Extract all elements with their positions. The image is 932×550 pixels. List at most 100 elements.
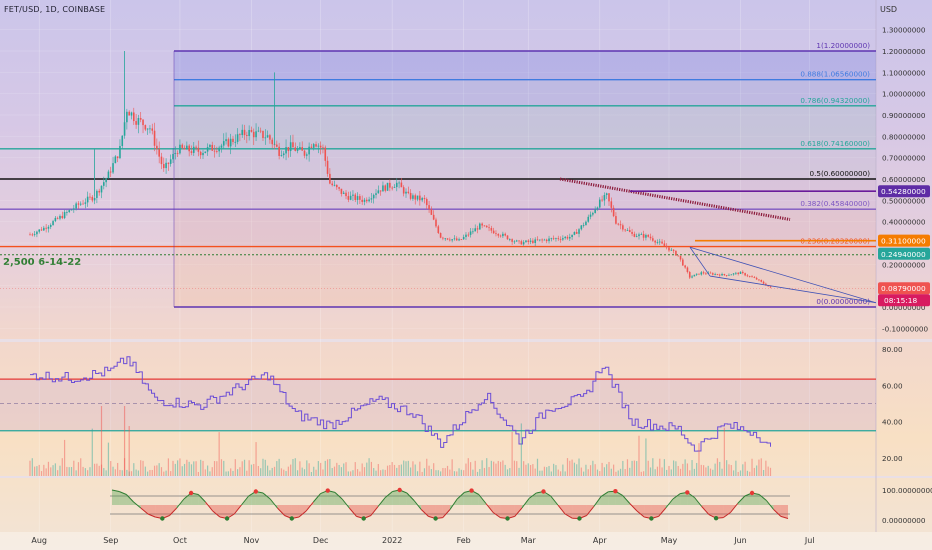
candle-body bbox=[103, 182, 105, 186]
volume-bar bbox=[123, 406, 126, 476]
candle-body bbox=[342, 192, 345, 194]
volume-bar bbox=[656, 466, 659, 476]
osc-line bbox=[586, 506, 595, 516]
volume-bar bbox=[283, 469, 285, 476]
candle-body bbox=[33, 234, 36, 236]
osc-line bbox=[140, 507, 149, 515]
y-tick-label: -0.10000000 bbox=[882, 324, 928, 333]
candle-body bbox=[375, 193, 377, 195]
volume-bar bbox=[696, 462, 698, 476]
volume-bar bbox=[356, 469, 359, 476]
volume-bar bbox=[631, 460, 633, 476]
candle-body bbox=[439, 233, 442, 238]
volume-bar bbox=[534, 468, 536, 476]
osc-trough-dot bbox=[649, 516, 654, 521]
price-tag-label: 0.54280000 bbox=[881, 187, 926, 196]
candle-body bbox=[139, 118, 142, 120]
candle-body bbox=[668, 247, 670, 251]
volume-bar bbox=[343, 463, 345, 476]
volume-bar bbox=[562, 464, 564, 476]
candle-body bbox=[144, 125, 147, 130]
candle-body bbox=[333, 184, 336, 186]
volume-bar bbox=[264, 459, 266, 476]
volume-bar bbox=[601, 462, 603, 476]
candle-body bbox=[116, 156, 119, 159]
osc-fill bbox=[392, 490, 400, 505]
volume-bar bbox=[564, 471, 566, 476]
volume-bar bbox=[509, 468, 511, 476]
volume-bar bbox=[63, 439, 66, 476]
volume-bar bbox=[223, 460, 225, 476]
candle-body bbox=[158, 149, 160, 157]
volume-bar bbox=[52, 465, 54, 476]
candle-body bbox=[73, 208, 75, 210]
osc-fill bbox=[500, 505, 508, 519]
candle-body bbox=[409, 192, 412, 199]
candle-body bbox=[331, 183, 333, 186]
candle-body bbox=[308, 146, 310, 155]
candle-body bbox=[472, 231, 474, 233]
volume-bar bbox=[419, 461, 421, 476]
candle-body bbox=[617, 223, 620, 225]
x-tick-label: Dec bbox=[313, 536, 328, 545]
y-tick-label: 0.40000000 bbox=[882, 218, 926, 227]
osc-line bbox=[420, 509, 429, 517]
candle-body bbox=[227, 139, 230, 147]
volume-bar bbox=[160, 467, 163, 476]
candle-body bbox=[151, 128, 154, 131]
candle-body bbox=[532, 240, 534, 243]
volume-bar bbox=[57, 470, 59, 476]
candle-body bbox=[393, 187, 396, 188]
volume-bar bbox=[126, 469, 128, 476]
candle-body bbox=[287, 147, 290, 152]
volume-bar bbox=[723, 427, 725, 476]
osc-fill bbox=[162, 505, 170, 519]
candle-body bbox=[721, 274, 723, 276]
volume-bar bbox=[592, 460, 594, 476]
osc-fill bbox=[744, 493, 753, 505]
osc-line bbox=[658, 507, 667, 517]
osc-fill bbox=[219, 505, 228, 519]
volume-bar bbox=[502, 460, 504, 476]
osc-fill bbox=[363, 505, 371, 519]
osc-fill bbox=[773, 505, 781, 517]
fib-zone bbox=[174, 51, 876, 80]
volume-bar bbox=[405, 461, 407, 476]
volume-bar bbox=[700, 464, 702, 476]
x-tick-label: Nov bbox=[244, 536, 260, 545]
candle-body bbox=[36, 231, 38, 235]
x-tick-label: Apr bbox=[593, 536, 608, 545]
osc-fill bbox=[147, 505, 156, 517]
volume-bar bbox=[299, 461, 301, 476]
volume-bar bbox=[324, 460, 326, 476]
volume-bar bbox=[444, 468, 446, 476]
candle-body bbox=[474, 228, 477, 232]
candle-body bbox=[222, 141, 225, 146]
candle-body bbox=[109, 171, 112, 173]
osc-line bbox=[665, 498, 674, 509]
x-tick-label: Sep bbox=[103, 536, 118, 545]
volume-bar bbox=[140, 460, 142, 476]
volume-bar bbox=[728, 464, 730, 476]
volume-bar bbox=[467, 458, 469, 476]
volume-bar bbox=[100, 406, 103, 476]
candle-body bbox=[458, 239, 460, 241]
y-tick-label: 1.30000000 bbox=[882, 26, 926, 35]
volume-bar bbox=[61, 458, 63, 476]
symbol-title[interactable]: FET/USD, 1D, COINBASE bbox=[4, 5, 106, 14]
candle-body bbox=[303, 150, 306, 156]
osc-fill bbox=[248, 491, 256, 505]
candle-body bbox=[432, 214, 435, 220]
candle-body bbox=[610, 201, 613, 208]
volume-bar bbox=[262, 458, 264, 476]
volume-bar bbox=[276, 461, 278, 476]
candle-body bbox=[66, 212, 68, 213]
candle-body bbox=[336, 184, 338, 188]
osc-peak-dot bbox=[469, 488, 474, 493]
candle-body bbox=[395, 182, 398, 188]
volume-bar bbox=[673, 460, 675, 476]
volume-bar bbox=[202, 460, 204, 476]
candle-body bbox=[312, 144, 315, 148]
